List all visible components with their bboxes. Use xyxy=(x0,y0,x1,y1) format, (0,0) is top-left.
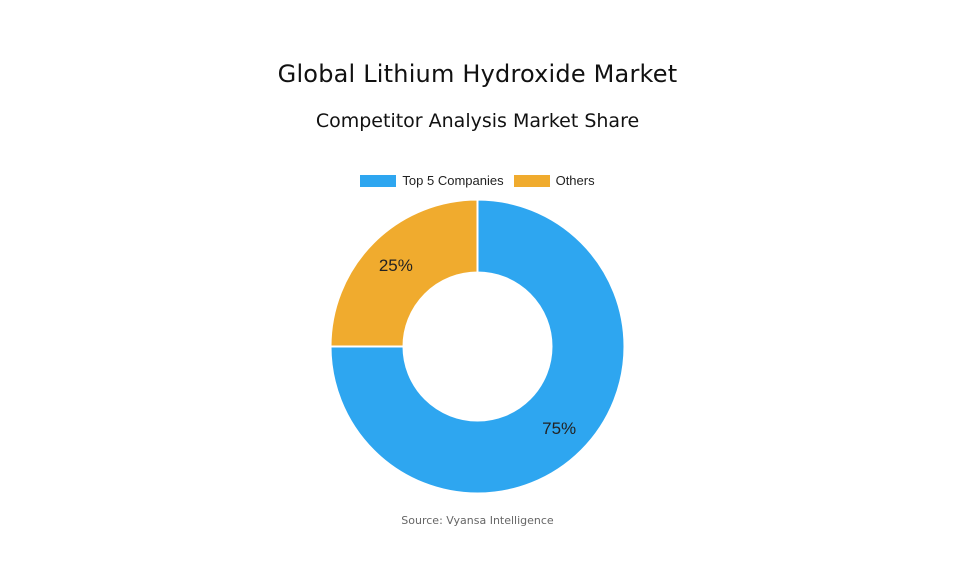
donut-slice-labels: 75% 25% xyxy=(379,256,576,438)
legend-label-others: Others xyxy=(555,173,595,188)
donut-slices xyxy=(329,198,626,495)
slice-label-others: 25% xyxy=(379,256,413,275)
chart-subtitle: Competitor Analysis Market Share xyxy=(315,110,640,132)
donut-slice-top5[interactable] xyxy=(329,198,626,495)
chart-title: Global Lithium Hydroxide Market xyxy=(277,60,678,88)
chart-legend: Top 5 Companies Others xyxy=(0,173,955,188)
donut-slice-others[interactable] xyxy=(329,198,479,348)
legend-swatch-others xyxy=(513,174,550,187)
legend-item-top5[interactable]: Top 5 Companies xyxy=(360,173,504,188)
legend-label-top5: Top 5 Companies xyxy=(402,173,504,188)
source-note: Source: Vyansa Intelligence xyxy=(401,514,554,527)
legend-item-others[interactable]: Others xyxy=(513,173,595,188)
legend-swatch-top5 xyxy=(360,174,397,187)
slice-label-top5: 75% xyxy=(542,419,576,438)
